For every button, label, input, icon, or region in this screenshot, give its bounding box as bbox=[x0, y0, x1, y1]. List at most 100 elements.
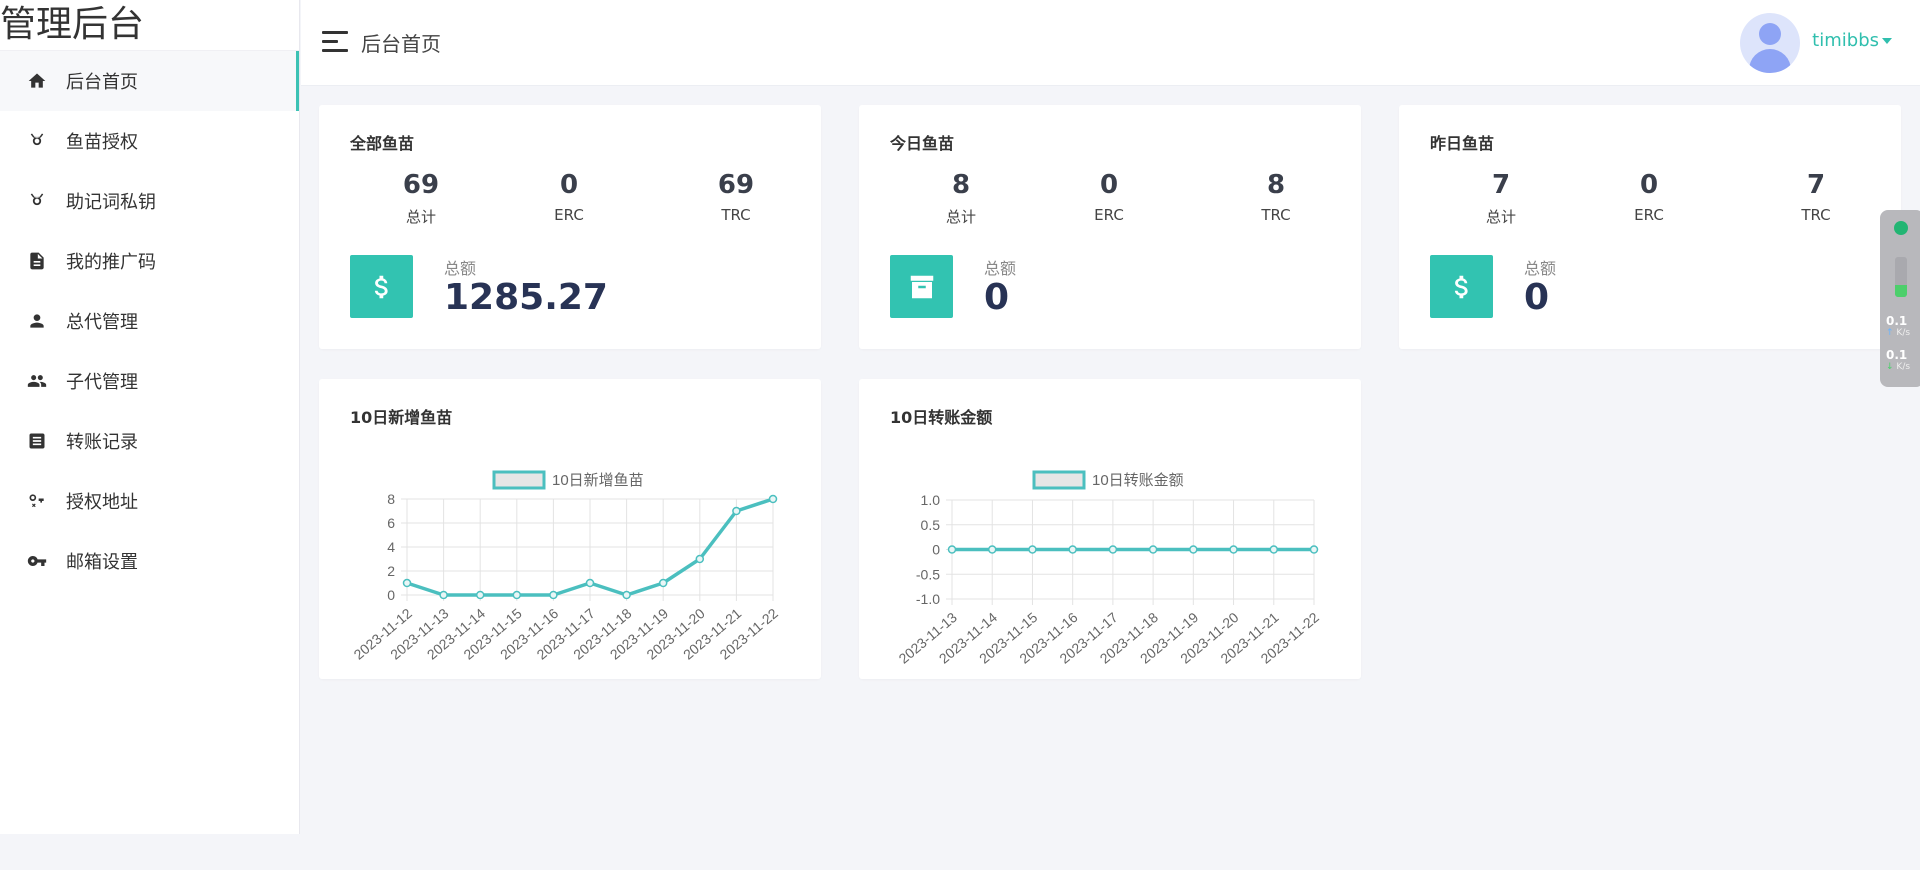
sidebar-item-label: 子代管理 bbox=[66, 372, 138, 393]
stat-erc: 0 ERC bbox=[1049, 170, 1169, 224]
stat-erc: 0 ERC bbox=[1589, 170, 1709, 224]
y-tick-label: 1.0 bbox=[921, 492, 941, 508]
data-point[interactable] bbox=[1108, 545, 1118, 554]
stat-trc: 69 TRC bbox=[676, 170, 796, 224]
legend-swatch bbox=[492, 470, 546, 490]
y-tick-label: 6 bbox=[387, 515, 395, 531]
data-point[interactable] bbox=[1229, 545, 1238, 554]
dollar-icon bbox=[1430, 255, 1493, 318]
data-point[interactable] bbox=[549, 590, 558, 600]
data-point[interactable] bbox=[1189, 545, 1198, 554]
sidebar-item-label: 总代管理 bbox=[66, 312, 138, 333]
y-tick-label: 2 bbox=[387, 563, 395, 579]
stat-value: 7 bbox=[1491, 170, 1511, 200]
people-icon bbox=[26, 370, 48, 392]
data-point[interactable] bbox=[402, 578, 412, 588]
arrow-up-icon: ↑ bbox=[1886, 328, 1894, 338]
download-speed: 0.1 ↓ K/s bbox=[1886, 348, 1920, 372]
sidebar-item-2[interactable]: 助记词私钥 bbox=[0, 171, 299, 231]
y-tick-label: 4 bbox=[387, 539, 395, 555]
total-value: 0 bbox=[984, 277, 1010, 318]
fish-icon bbox=[26, 190, 48, 212]
sidebar-item-6[interactable]: 转账记录 bbox=[0, 411, 299, 471]
data-point[interactable] bbox=[658, 578, 668, 588]
upload-unit: K/s bbox=[1896, 328, 1911, 338]
sidebar: 管理后台 后台首页鱼苗授权助记词私钥我的推广码总代管理子代管理转账记录 授权地址邮… bbox=[0, 0, 300, 834]
sidebar-item-4[interactable]: 总代管理 bbox=[0, 291, 299, 351]
data-point[interactable] bbox=[439, 590, 448, 600]
sidebar-item-1[interactable]: 鱼苗授权 bbox=[0, 111, 299, 171]
stat-value: 8 bbox=[1266, 170, 1286, 200]
sidebar-item-3[interactable]: 我的推广码 bbox=[0, 231, 299, 291]
memory-bar bbox=[1895, 257, 1907, 297]
key-x-icon bbox=[26, 490, 48, 512]
stat-label: ERC bbox=[554, 206, 584, 224]
sidebar-item-label: 鱼苗授权 bbox=[66, 132, 138, 153]
network-speed-widget[interactable]: 0.1 ↑ K/s 0.1 ↓ K/s bbox=[1880, 210, 1920, 387]
data-point[interactable] bbox=[987, 545, 997, 554]
sidebar-item-7[interactable]: 授权地址 bbox=[0, 471, 299, 531]
caret-down-icon bbox=[1882, 38, 1892, 44]
dollar-icon bbox=[350, 255, 413, 318]
stat-label: TRC bbox=[1261, 206, 1291, 224]
y-tick-label: 8 bbox=[387, 491, 395, 507]
y-tick-label: 0.5 bbox=[921, 517, 941, 533]
card-yesterday-fry: 昨日鱼苗 7 总计 0 ERC 7 TRC 总额 0 bbox=[1399, 105, 1901, 349]
chart-card-new-fry: 10日新增鱼苗 10日新增鱼苗 0 2 4 6 8 2023-11-12 2023-11-13… bbox=[319, 379, 821, 679]
person-icon bbox=[26, 310, 48, 332]
chart-card-transfer: 10日转账金额 10日转账金额 -1.0 -0.5 0 0.5 1.0 2023-11-13… bbox=[859, 379, 1361, 679]
sidebar-item-5[interactable]: 子代管理 bbox=[0, 351, 299, 411]
data-point[interactable] bbox=[732, 506, 741, 516]
data-point[interactable] bbox=[585, 578, 595, 588]
card-all-fry: 全部鱼苗 69 总计 0 ERC 69 TRC 总额 1285.27 bbox=[319, 105, 821, 349]
card-title: 今日鱼苗 bbox=[890, 134, 955, 153]
total-label: 总额 bbox=[444, 259, 477, 278]
total-label: 总额 bbox=[1524, 259, 1557, 278]
archive-icon bbox=[890, 255, 953, 318]
brand-title: 管理后台 bbox=[0, 0, 299, 51]
sidebar-item-0[interactable]: 后台首页 bbox=[0, 51, 299, 111]
stat-value: 0 bbox=[1639, 170, 1659, 200]
stat-total: 7 总计 bbox=[1441, 170, 1561, 227]
data-point[interactable] bbox=[1068, 545, 1077, 554]
avatar[interactable] bbox=[1740, 13, 1800, 73]
stat-value: 8 bbox=[951, 170, 971, 200]
stat-erc: 0 ERC bbox=[509, 170, 629, 224]
user-menu[interactable]: timibbs bbox=[1812, 30, 1892, 51]
data-point[interactable] bbox=[1309, 545, 1319, 554]
upload-speed: 0.1 ↑ K/s bbox=[1886, 314, 1920, 338]
stat-label: 总计 bbox=[1485, 208, 1516, 226]
stat-value: 0 bbox=[1099, 170, 1119, 200]
stat-label: TRC bbox=[1801, 206, 1831, 224]
data-point[interactable] bbox=[622, 590, 631, 600]
stat-value: 0 bbox=[559, 170, 579, 200]
sidebar-item-label: 后台首页 bbox=[66, 72, 138, 93]
stat-total: 69 总计 bbox=[361, 170, 481, 227]
download-value: 0.1 bbox=[1886, 348, 1908, 362]
data-point[interactable] bbox=[475, 590, 485, 600]
key-icon bbox=[26, 550, 48, 572]
data-point[interactable] bbox=[1028, 545, 1037, 554]
sidebar-item-8[interactable]: 邮箱设置 bbox=[0, 531, 299, 591]
total-label: 总额 bbox=[984, 259, 1017, 278]
y-tick-label: -1.0 bbox=[916, 591, 940, 607]
data-point[interactable] bbox=[695, 554, 705, 564]
data-point[interactable] bbox=[512, 590, 522, 600]
data-point[interactable] bbox=[1148, 545, 1158, 554]
data-point[interactable] bbox=[1269, 545, 1279, 554]
chart-legend[interactable]: 10日转账金额 bbox=[1032, 470, 1184, 490]
sidebar-item-label: 邮箱设置 bbox=[66, 552, 138, 573]
y-tick-label: 0 bbox=[387, 587, 395, 603]
sidebar-item-label: 助记词私钥 bbox=[66, 192, 156, 213]
sidebar-item-label: 我的推广码 bbox=[66, 252, 156, 273]
username-label: timibbs bbox=[1812, 30, 1879, 51]
fish-icon bbox=[26, 130, 48, 152]
arrow-down-icon: ↓ bbox=[1886, 362, 1894, 372]
data-point[interactable] bbox=[947, 545, 957, 554]
home-icon bbox=[26, 70, 48, 92]
chart-title: 10日新增鱼苗 bbox=[350, 408, 453, 427]
data-point[interactable] bbox=[768, 494, 778, 504]
stat-trc: 8 TRC bbox=[1216, 170, 1336, 224]
chart-legend[interactable]: 10日新增鱼苗 bbox=[492, 470, 644, 490]
menu-toggle-icon[interactable] bbox=[322, 31, 348, 53]
